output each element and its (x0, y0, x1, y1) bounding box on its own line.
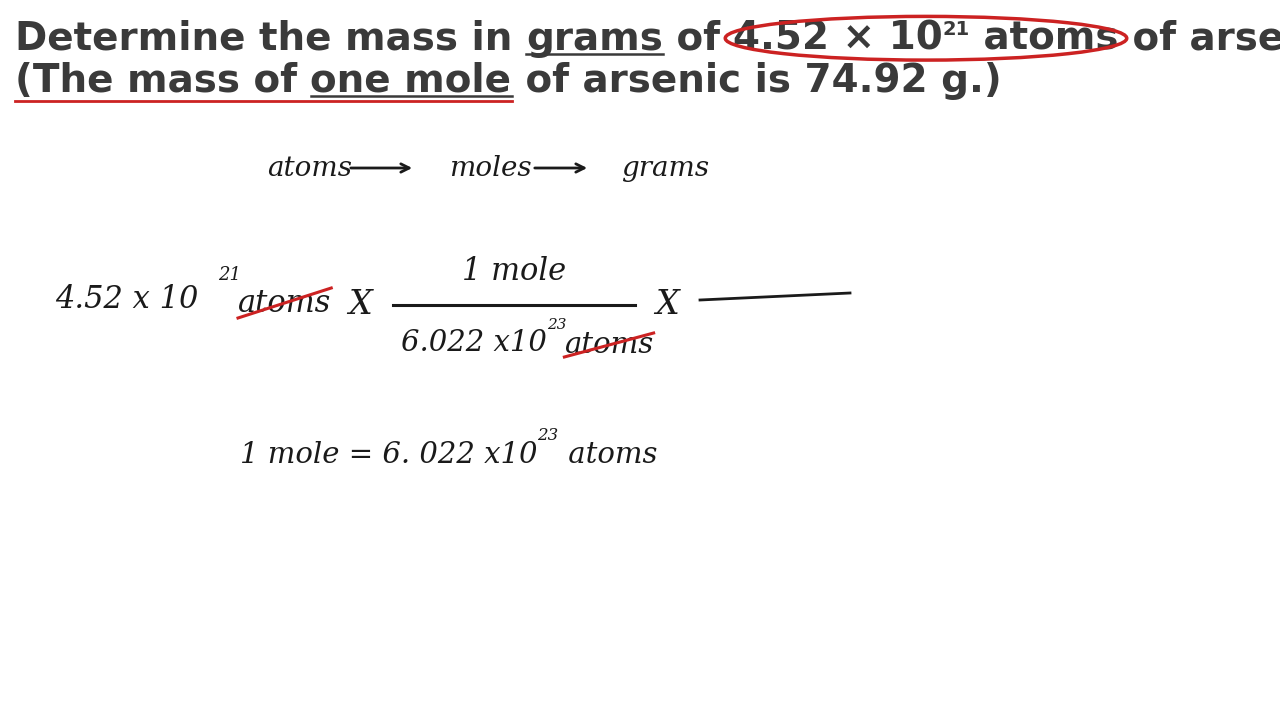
Text: atoms: atoms (564, 331, 654, 359)
Text: (The mass of: (The mass of (15, 62, 311, 100)
Text: atoms: atoms (970, 20, 1119, 58)
Text: grams: grams (621, 155, 709, 181)
Text: atoms: atoms (268, 155, 352, 181)
Text: 6.022 x10: 6.022 x10 (401, 329, 547, 357)
Text: 21: 21 (943, 20, 970, 39)
Text: of: of (663, 20, 733, 58)
Text: of arsenic.: of arsenic. (1119, 20, 1280, 58)
Text: 23: 23 (538, 426, 559, 444)
Text: moles: moles (449, 155, 531, 181)
Text: 23: 23 (547, 318, 566, 332)
Text: atoms: atoms (238, 287, 332, 318)
Text: 4.52 × 10: 4.52 × 10 (733, 20, 943, 58)
Text: atoms: atoms (559, 441, 657, 469)
Text: 21: 21 (218, 266, 241, 284)
Text: 1 mole: 1 mole (462, 256, 566, 287)
Text: 4.52 x 10: 4.52 x 10 (55, 284, 198, 315)
Text: X: X (655, 289, 678, 321)
Text: Determine the mass in: Determine the mass in (15, 20, 526, 58)
Text: grams: grams (526, 20, 663, 58)
Text: one mole: one mole (311, 62, 512, 100)
Text: 1 mole = 6. 022 x10: 1 mole = 6. 022 x10 (241, 441, 538, 469)
Text: of arsenic is 74.92 g.): of arsenic is 74.92 g.) (512, 62, 1001, 100)
Text: X: X (348, 289, 371, 321)
